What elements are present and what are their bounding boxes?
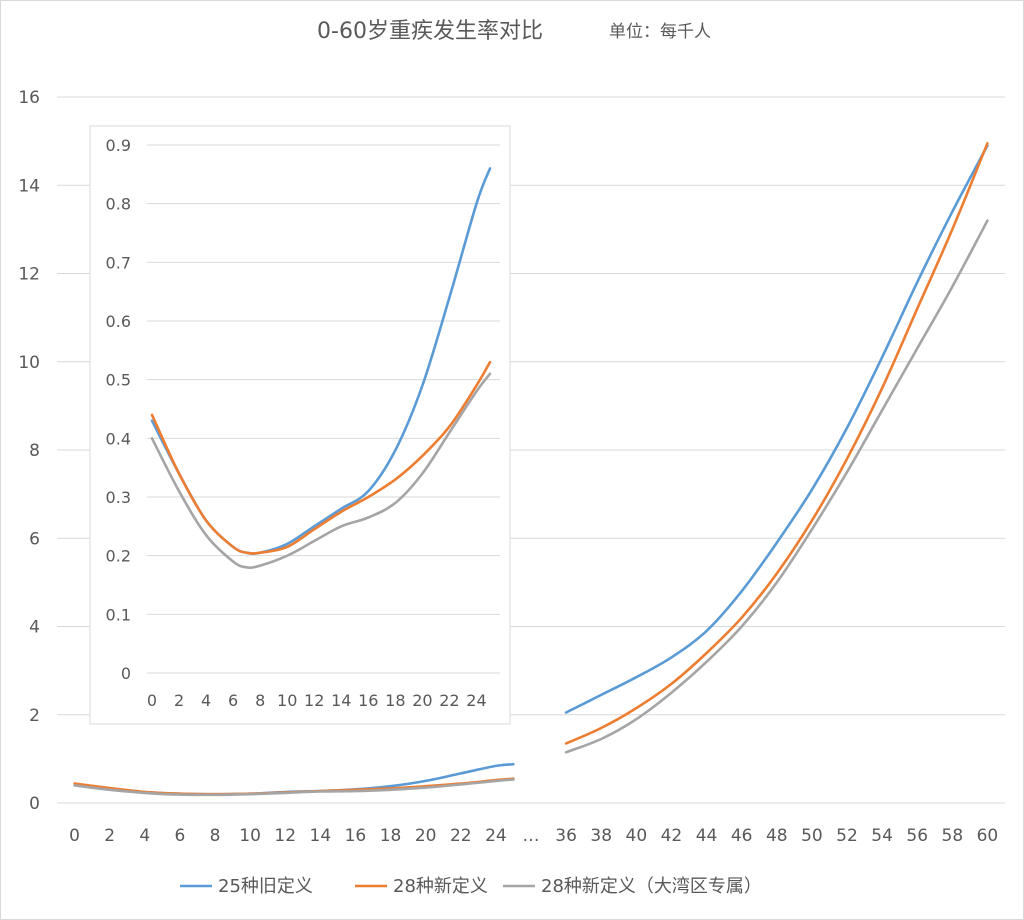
inset-y-tick-label: 0 — [121, 664, 131, 683]
unit-label: 单位：每千人 — [609, 22, 711, 42]
main-x-tick-label: 0 — [69, 826, 80, 846]
main-x-tick-label: 56 — [906, 826, 928, 846]
main-series-lines — [73, 142, 989, 797]
inset-panel — [89, 125, 511, 725]
inset-x-tick-label: 20 — [412, 691, 432, 710]
main-x-tick-label: 8 — [210, 826, 221, 846]
main-x-tick-label: … — [523, 826, 540, 846]
main-y-tick-label: 10 — [18, 353, 40, 373]
inset-x-tick-label: 12 — [304, 691, 324, 710]
main-x-tick-label: 22 — [450, 826, 472, 846]
inset-x-tick-label: 0 — [147, 691, 157, 710]
main-x-tick-label: 16 — [345, 826, 367, 846]
main-x-tick-label: 18 — [380, 826, 402, 846]
main-series-line-old — [564, 142, 989, 745]
main-y-tick-label: 6 — [29, 529, 40, 549]
main-y-tick-label: 4 — [29, 618, 40, 638]
main-x-tick-label: 46 — [731, 826, 753, 846]
main-x-tick-label: 24 — [485, 826, 507, 846]
main-x-tick-label: 2 — [104, 826, 115, 846]
main-series-line-old — [564, 144, 989, 714]
main-y-tick-label: 16 — [18, 88, 40, 108]
legend: 25种旧定义 28种新定义 28种新定义（大湾区专属） — [180, 876, 762, 897]
inset-x-tick-label: 6 — [228, 691, 238, 710]
inset-series-line — [150, 372, 492, 569]
main-x-tick-label: 58 — [942, 826, 964, 846]
main-y-tick-label: 8 — [29, 441, 40, 461]
inset-y-tick-label: 0.4 — [106, 429, 131, 448]
main-x-tick-label: 52 — [836, 826, 858, 846]
main-x-tick-label: 50 — [801, 826, 823, 846]
main-x-tick-label: 60 — [977, 826, 999, 846]
inset-y-tick-label: 0.5 — [106, 371, 131, 390]
main-series-line-young — [73, 778, 515, 797]
inset-x-tick-label: 22 — [439, 691, 459, 710]
main-series-line-old — [564, 219, 989, 754]
main-x-tick-label: 42 — [661, 826, 683, 846]
legend-label: 25种旧定义 — [218, 876, 313, 897]
inset-series-lines — [150, 167, 492, 569]
inset-y-tick-label: 0.2 — [106, 547, 131, 566]
inset-x-tick-label: 4 — [201, 691, 211, 710]
main-y-tick-label: 14 — [18, 176, 40, 196]
inset-x-axis: 0 2 4 6 8 10 12 14 16 18 20 22 24 — [147, 691, 487, 710]
main-x-axis: 0 2 4 6 8 10 12 14 16 18 20 22 24… 36 38 40 42 44 46 48 50 52… — [69, 826, 998, 846]
chart-title: 0-60岁重疾发生率对比 — [317, 19, 543, 44]
inset-x-tick-label: 18 — [385, 691, 405, 710]
main-x-tick-label: 54 — [871, 826, 893, 846]
main-x-tick-label: 20 — [415, 826, 437, 846]
main-x-tick-label: 12 — [274, 826, 296, 846]
main-x-tick-label: 6 — [174, 826, 185, 846]
main-y-axis: 0 2 4 6 8 10 12 14 16 — [18, 88, 40, 814]
main-x-tick-label: 48 — [766, 826, 788, 846]
main-y-tick-label: 12 — [18, 265, 40, 285]
main-x-tick-label: 40 — [626, 826, 648, 846]
main-x-tick-label: 36 — [555, 826, 577, 846]
inset-x-tick-label: 24 — [466, 691, 486, 710]
inset-x-tick-label: 10 — [277, 691, 297, 710]
main-x-tick-label: 10 — [239, 826, 261, 846]
inset-y-tick-label: 0.6 — [106, 312, 131, 331]
inset-series-line — [150, 360, 492, 555]
main-x-tick-label: 4 — [139, 826, 150, 846]
inset-y-tick-label: 0.7 — [106, 253, 131, 272]
main-y-tick-label: 0 — [29, 794, 40, 814]
inset-y-axis: 0 0.1 0.2 0.3 0.4 0.5 0.6 0.7 0.8 0.9 — [106, 136, 131, 683]
inset-y-tick-label: 0.3 — [106, 488, 131, 507]
inset-y-tick-label: 0.8 — [106, 195, 131, 214]
main-x-tick-label: 14 — [310, 826, 332, 846]
inset-x-tick-label: 16 — [358, 691, 378, 710]
inset-x-tick-label: 8 — [255, 691, 265, 710]
inset-x-tick-label: 2 — [174, 691, 184, 710]
inset-y-tick-label: 0.9 — [106, 136, 131, 155]
main-y-tick-label: 2 — [29, 706, 40, 726]
legend-label: 28种新定义（大湾区专属） — [541, 876, 762, 897]
legend-label: 28种新定义 — [393, 876, 488, 897]
inset-x-tick-label: 14 — [331, 691, 351, 710]
main-x-tick-label: 38 — [590, 826, 612, 846]
main-x-tick-label: 44 — [696, 826, 718, 846]
inset-y-tick-label: 0.1 — [106, 605, 131, 624]
